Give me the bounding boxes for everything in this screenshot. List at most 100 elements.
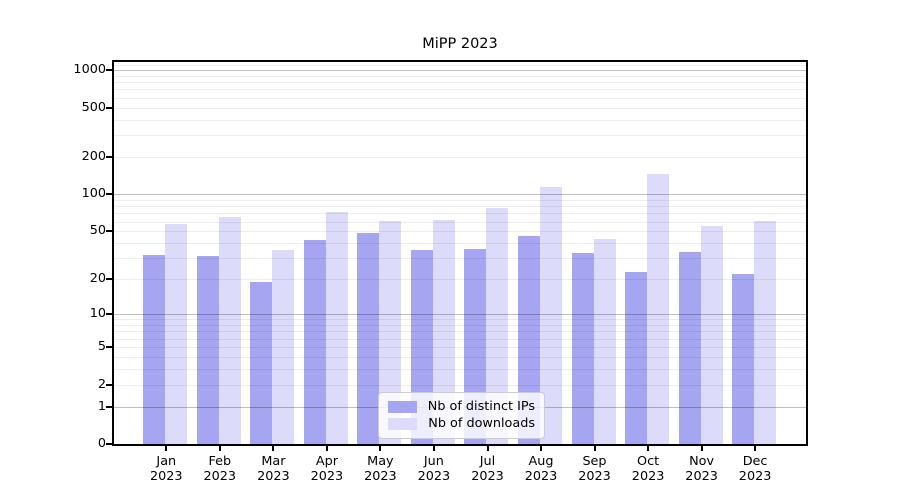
bar-distinct-ips-nov <box>678 251 701 444</box>
bar-downloads-jul <box>486 208 509 444</box>
legend-swatch-distinct-ips <box>388 400 417 413</box>
x-axis-label: Jan 2023 <box>150 454 183 484</box>
bar-distinct-ips-feb <box>196 256 219 444</box>
y-axis-tick <box>106 346 112 348</box>
gridline-minor <box>114 325 806 327</box>
x-axis-tick <box>754 446 757 451</box>
bar-distinct-ips-mar <box>250 281 273 444</box>
gridline-minor <box>114 338 806 340</box>
x-axis-label: Feb 2023 <box>203 454 237 484</box>
gridline-minor <box>114 206 806 208</box>
bar-downloads-dec <box>754 221 777 444</box>
legend-item-downloads: Nb of downloads <box>388 416 535 431</box>
y-axis-label: 50 <box>89 223 106 239</box>
y-axis-label: 100 <box>81 186 106 202</box>
gridline-major <box>114 194 806 196</box>
gridline-minor <box>114 331 806 333</box>
gridline-minor <box>114 319 806 321</box>
y-axis-tick <box>106 155 112 158</box>
x-axis-label: Sep 2023 <box>578 454 611 484</box>
y-axis-tick <box>106 69 112 71</box>
legend: Nb of distinct IPs Nb of downloads <box>378 392 545 439</box>
bar-distinct-ips-aug <box>518 235 540 444</box>
gridline-minor <box>114 231 806 233</box>
gridline-minor <box>114 135 806 137</box>
bar-downloads-may <box>379 221 402 444</box>
bar-downloads-oct <box>647 174 670 444</box>
bar-downloads-feb <box>218 217 241 444</box>
x-axis-tick <box>700 446 703 451</box>
y-axis-label: 200 <box>81 148 106 164</box>
x-axis-label: Jul 2023 <box>471 454 504 484</box>
gridline-minor <box>114 243 806 244</box>
y-axis-tick <box>106 106 112 109</box>
gridline-minor <box>114 356 806 358</box>
y-axis-label: 20 <box>89 271 106 287</box>
gridline-minor <box>114 89 806 91</box>
x-axis-label: Aug 2023 <box>524 454 558 484</box>
bar-distinct-ips-oct <box>625 271 648 444</box>
legend-item-distinct-ips: Nb of distinct IPs <box>388 399 535 414</box>
y-axis-tick <box>106 383 112 386</box>
x-axis-label: Apr 2023 <box>310 454 344 484</box>
y-axis-label: 5 <box>97 339 106 354</box>
legend-swatch-downloads <box>388 417 417 430</box>
x-axis-tick <box>218 446 221 451</box>
plot-area <box>112 60 808 446</box>
y-axis-tick <box>106 313 112 316</box>
gridline-minor <box>114 199 806 201</box>
x-axis-tick <box>432 446 435 451</box>
gridline-minor <box>114 75 806 77</box>
y-axis-tick <box>106 193 112 196</box>
y-axis-label: 500 <box>81 99 106 115</box>
bar-distinct-ips-sep <box>571 253 594 444</box>
x-axis-label: May 2023 <box>364 454 397 484</box>
x-axis-label: Dec 2023 <box>738 454 772 484</box>
gridline-minor <box>114 119 806 121</box>
gridline-minor <box>114 213 806 215</box>
gridline-minor <box>114 64 806 66</box>
gridline-minor <box>114 347 806 348</box>
y-axis-label: 10 <box>89 306 106 322</box>
y-axis-label: 0 <box>97 436 106 451</box>
bar-distinct-ips-may <box>357 233 380 444</box>
chart-title: MiPP 2023 <box>422 36 498 52</box>
bar-downloads-mar <box>272 250 295 444</box>
gridline-major <box>114 314 806 316</box>
y-axis-tick <box>106 230 112 233</box>
gridline-minor <box>114 82 806 84</box>
bar-distinct-ips-dec <box>732 274 755 444</box>
gridline-minor <box>114 258 806 260</box>
x-axis-tick <box>593 446 596 451</box>
y-axis-tick <box>106 443 112 445</box>
x-axis-label: Oct 2023 <box>631 454 665 484</box>
x-axis-label: Mar 2023 <box>257 454 290 484</box>
x-axis-tick <box>379 446 382 451</box>
bar-downloads-nov <box>700 226 723 444</box>
x-axis-label: Nov 2023 <box>685 454 718 484</box>
bar-downloads-jan <box>165 224 188 444</box>
bar-downloads-aug <box>540 187 562 444</box>
bar-downloads-apr <box>325 211 348 444</box>
bar-distinct-ips-jan <box>143 254 166 444</box>
y-axis-label: 1000 <box>73 62 106 77</box>
bar-downloads-jun <box>432 219 455 444</box>
gridline-minor <box>114 221 806 223</box>
x-axis-tick <box>540 446 542 451</box>
y-axis-label: 2 <box>97 376 106 392</box>
bar-downloads-sep <box>593 239 616 444</box>
gridline-minor <box>114 369 806 370</box>
x-axis-tick <box>272 446 275 451</box>
gridline-minor <box>114 107 806 109</box>
x-axis-tick <box>486 446 489 451</box>
gridline-minor <box>114 97 806 99</box>
gridline-minor <box>114 384 806 386</box>
y-axis-tick <box>106 405 112 408</box>
x-axis-label: Jun 2023 <box>417 454 451 484</box>
x-axis-tick <box>165 446 168 451</box>
gridline-minor <box>114 279 806 281</box>
y-axis-tick <box>106 278 112 281</box>
legend-label-downloads: Nb of downloads <box>428 416 535 431</box>
legend-label-distinct-ips: Nb of distinct IPs <box>427 399 535 414</box>
